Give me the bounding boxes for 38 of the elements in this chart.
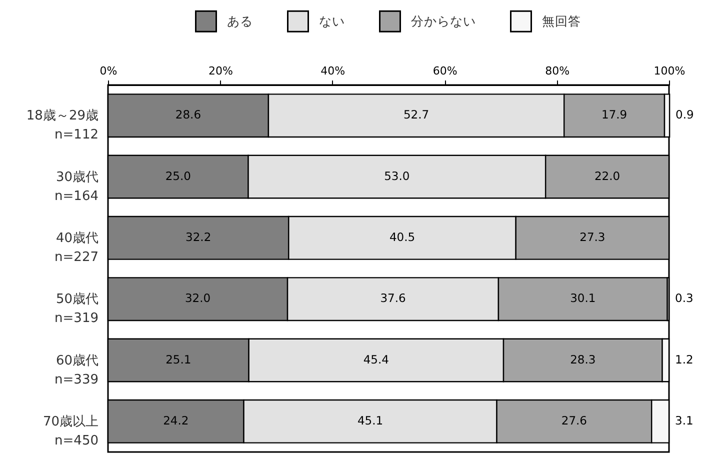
- data-label: 40.5: [389, 230, 416, 244]
- data-label: 0.9: [676, 108, 694, 122]
- data-label: 27.6: [561, 413, 587, 428]
- x-tick-label: 100%: [654, 64, 686, 78]
- data-label: 17.9: [602, 108, 628, 122]
- data-label: 45.1: [357, 413, 384, 428]
- data-label: 25.0: [165, 168, 191, 183]
- y-tick-label: 18歳～29歳 n=112: [26, 108, 98, 143]
- data-label: 30.1: [570, 291, 596, 306]
- y-tick-label: 60歳代 n=339: [54, 353, 98, 388]
- y-tick-label: 30歳代 n=164: [54, 170, 98, 204]
- data-label: 3.1: [675, 413, 694, 428]
- data-label: 52.7: [403, 108, 430, 122]
- data-label: 27.3: [580, 230, 606, 244]
- data-label: 53.0: [384, 168, 410, 183]
- legend-label: ある: [227, 13, 253, 28]
- data-label: 32.0: [184, 291, 211, 306]
- data-label: 24.2: [163, 413, 189, 428]
- x-tick-label: 60%: [432, 64, 458, 78]
- data-label: 37.6: [380, 291, 406, 306]
- x-tick-label: 0%: [100, 64, 118, 78]
- data-label: 45.4: [363, 352, 389, 366]
- data-label: 1.2: [675, 352, 694, 366]
- x-tick-label: 80%: [545, 64, 570, 78]
- data-label: 28.3: [570, 352, 596, 366]
- x-tick-label: 40%: [320, 64, 346, 78]
- data-label: 22.0: [594, 168, 620, 183]
- data-label: 32.2: [186, 230, 212, 244]
- data-label: 25.1: [166, 352, 192, 366]
- y-tick-label: 70歳以上 n=450: [42, 414, 98, 448]
- legend-label: ない: [319, 13, 345, 28]
- y-tick-label: 40歳代 n=227: [54, 230, 98, 265]
- legend-label: 無回答: [542, 13, 581, 28]
- data-label: 28.6: [175, 108, 202, 122]
- data-label: 0.3: [675, 291, 694, 306]
- y-tick-label: 50歳代 n=319: [54, 292, 98, 326]
- legend-label: 分からない: [411, 13, 476, 28]
- x-tick-label: 20%: [208, 64, 233, 78]
